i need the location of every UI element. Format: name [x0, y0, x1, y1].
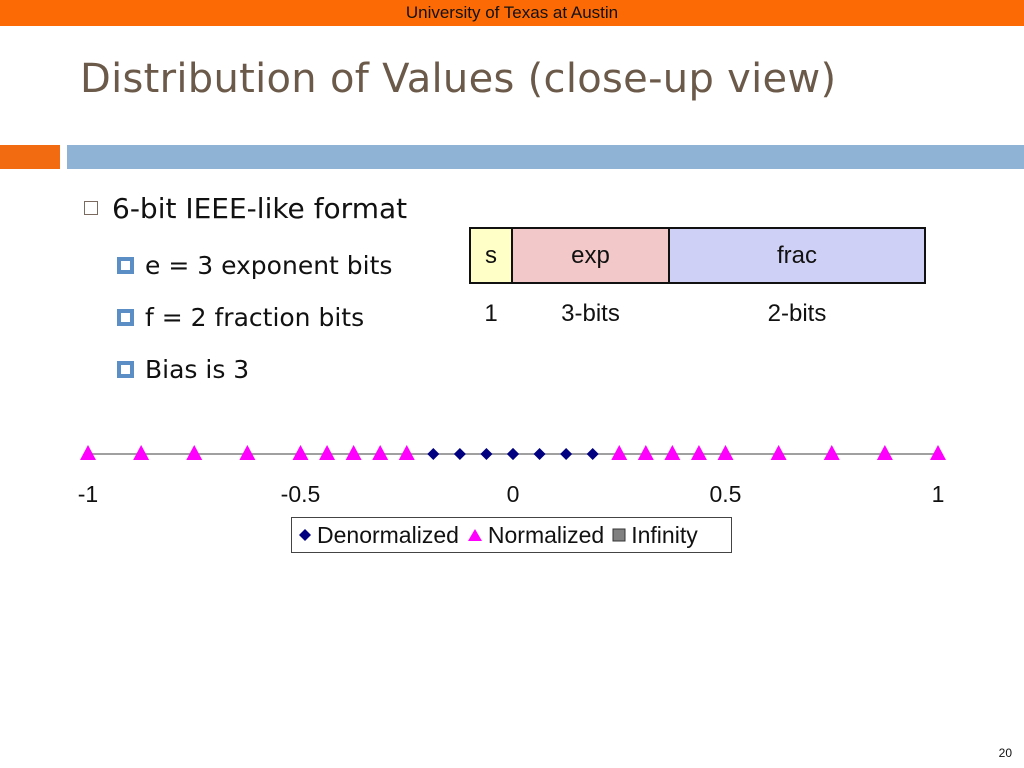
- normalized-point: [398, 445, 415, 460]
- normalized-point: [770, 445, 787, 460]
- normalized-point: [611, 445, 628, 460]
- diamond-marker-icon: [299, 529, 311, 541]
- header-bar: University of Texas at Austin: [0, 0, 1024, 26]
- format-width-fraction: 2-bits: [767, 300, 827, 327]
- denormalized-point: [507, 448, 519, 460]
- normalized-point: [930, 445, 946, 460]
- chart-legend: Denormalized Normalized Infinity: [291, 517, 732, 553]
- hollow-square-bullet-icon: [84, 201, 98, 215]
- normalized-point: [876, 445, 893, 460]
- axis-tick-label: -1: [78, 481, 98, 507]
- axis-tick-label: 0.5: [710, 481, 742, 507]
- legend-label: Denormalized: [317, 521, 459, 548]
- bullet-sub-text: Bias is 3: [145, 355, 250, 384]
- legend-item-normalized: Normalized: [467, 522, 604, 549]
- filled-square-bullet-icon: [117, 257, 134, 274]
- distribution-chart: -1 -0.5 0 0.5 1: [78, 445, 946, 507]
- normalized-point: [690, 445, 707, 460]
- format-width-sign: 1: [484, 300, 498, 327]
- institution-name: University of Texas at Austin: [405, 3, 619, 22]
- axis-tick-label: 0: [507, 481, 520, 507]
- normalized-point: [186, 445, 203, 460]
- filled-square-bullet-icon: [117, 361, 134, 378]
- axis-tick-label: 1: [932, 481, 945, 507]
- bullet-sub-fraction: f = 2 fraction bits: [114, 303, 364, 332]
- normalized-point: [664, 445, 681, 460]
- bullet-sub-text: f = 2 fraction bits: [145, 303, 365, 332]
- legend-label: Normalized: [487, 521, 605, 548]
- square-marker-icon: [612, 528, 626, 542]
- normalized-point: [292, 445, 309, 460]
- normalized-point: [823, 445, 840, 460]
- normalized-point: [80, 445, 96, 460]
- filled-square-bullet-icon: [117, 309, 134, 326]
- denormalized-point: [480, 448, 493, 460]
- normalized-point: [133, 445, 150, 460]
- denormalized-point: [427, 448, 440, 460]
- normalized-point: [319, 445, 336, 460]
- title-underline-band: [67, 145, 1024, 169]
- format-field-exponent: exp: [511, 227, 670, 284]
- page-number: 20: [998, 746, 1012, 760]
- legend-item-infinity: Infinity: [612, 521, 698, 549]
- denormalized-point: [533, 448, 546, 460]
- slide-title: Distribution of Values (close-up view): [80, 56, 837, 102]
- legend-label: Infinity: [631, 521, 698, 548]
- denormalized-point: [586, 448, 599, 460]
- axis-tick-label: -0.5: [281, 481, 321, 507]
- denormalized-point: [453, 448, 466, 460]
- normalized-point: [717, 445, 734, 460]
- normalized-point: [345, 445, 362, 460]
- bullet-sub-bias: Bias is 3: [114, 355, 249, 384]
- triangle-marker-icon: [467, 529, 482, 541]
- format-field-fraction: frac: [668, 227, 926, 284]
- bullet-sub-text: e = 3 exponent bits: [145, 251, 393, 280]
- format-width-exponent: 3-bits: [561, 300, 620, 327]
- format-field-sign: s: [469, 227, 513, 284]
- bullet-main: 6-bit IEEE-like format: [84, 192, 407, 225]
- normalized-point: [239, 445, 256, 460]
- bullet-sub-exponent: e = 3 exponent bits: [114, 251, 392, 280]
- normalized-point: [372, 445, 389, 460]
- normalized-point: [637, 445, 654, 460]
- title-underline-accent: [0, 145, 60, 169]
- legend-item-denormalized: Denormalized: [298, 522, 459, 549]
- bullet-main-text: 6-bit IEEE-like format: [112, 192, 408, 225]
- denormalized-point: [560, 448, 573, 460]
